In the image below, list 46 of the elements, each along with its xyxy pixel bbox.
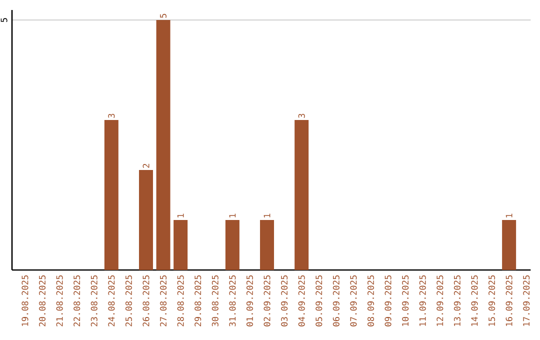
bar	[225, 220, 240, 270]
x-tick-label: 03.09.2025	[281, 275, 288, 326]
data-label: 1	[229, 214, 236, 218]
x-tick-label: 08.09.2025	[367, 275, 374, 326]
x-tick-label: 13.09.2025	[454, 275, 460, 326]
data-label: 5	[160, 14, 166, 18]
x-tick-label: 04.09.2025	[298, 275, 305, 326]
x-tick-label: 30.08.2025	[212, 275, 218, 326]
bar	[502, 220, 516, 270]
x-tick-label: 15.09.2025	[488, 275, 496, 326]
data-label: 1	[506, 214, 512, 218]
bar	[174, 220, 188, 270]
x-tick-label: 09.09.2025	[384, 275, 392, 326]
x-tick-label: 14.09.2025	[471, 275, 478, 326]
x-tick-label: 01.09.2025	[246, 275, 254, 326]
bar	[138, 170, 153, 270]
bar	[104, 120, 118, 270]
x-tick-label: 26.08.2025	[142, 275, 150, 326]
data-label: 1	[264, 214, 270, 218]
x-tick-label: 25.08.2025	[125, 275, 132, 326]
x-tick-label: 24.08.2025	[108, 275, 115, 326]
bar	[156, 20, 170, 270]
x-tick-label: 19.08.2025	[22, 275, 28, 326]
data-label: 3	[298, 114, 305, 118]
x-tick-label: 20.08.2025	[38, 275, 46, 326]
data-label: 3	[108, 114, 115, 118]
data-label: 2	[142, 164, 150, 168]
x-tick-label: 29.08.2025	[194, 275, 202, 326]
x-tick-label: 11.09.2025	[419, 275, 426, 326]
x-tick-label: 17.09.2025	[523, 275, 530, 326]
x-tick-label: 21.08.2025	[56, 275, 63, 326]
x-tick-label: 07.09.2025	[350, 275, 357, 326]
x-tick-label: 06.09.2025	[332, 275, 340, 326]
x-tick-label: 02.09.2025	[264, 275, 270, 326]
x-tick-label: 27.08.2025	[160, 275, 167, 326]
x-tick-label: 28.08.2025	[177, 275, 184, 326]
bar	[294, 120, 309, 270]
x-tick-label: 12.09.2025	[436, 275, 444, 326]
x-tick-label: 05.09.2025	[316, 275, 322, 326]
x-tick-label: 22.08.2025	[74, 275, 80, 326]
x-tick-label: 16.09.2025	[506, 275, 512, 326]
data-label: 1	[177, 214, 184, 218]
x-tick-label: 10.09.2025	[402, 275, 409, 326]
bar	[260, 220, 274, 270]
x-tick-label: 23.08.2025	[90, 275, 98, 326]
x-tick-label: 31.08.2025	[229, 275, 236, 326]
